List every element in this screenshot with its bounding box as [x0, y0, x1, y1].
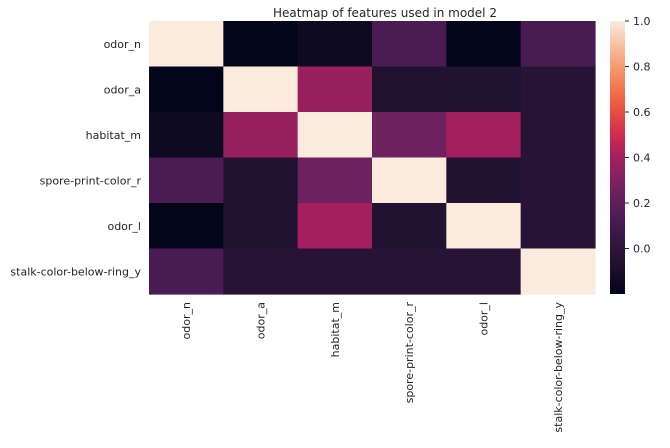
heatmap-cell: [297, 248, 373, 295]
column-label: spore-print-color_r: [403, 302, 416, 404]
heatmap-cell: [149, 21, 224, 68]
row-label: habitat_m: [86, 129, 141, 142]
heatmap-cell: [149, 248, 224, 295]
heatmap-cell: [520, 66, 596, 113]
heatmap-cell: [520, 157, 596, 204]
column-label: habitat_m: [329, 302, 342, 357]
row-label: spore-print-color_r: [40, 174, 142, 187]
row-labels: odor_n odor_a habitat_m spore-print-color_r…: [10, 38, 141, 279]
heatmap-cell: [371, 248, 447, 295]
heatmap-cell: [223, 21, 299, 68]
heatmap-cell: [149, 112, 224, 159]
colorbar-ticks: 1.0 0.8 0.6 0.4 0.2 0.0: [625, 15, 651, 256]
heatmap-cell: [371, 157, 447, 204]
heatmap-cell: [223, 203, 299, 250]
column-label: odor_l: [477, 302, 490, 336]
heatmap-cell: [520, 248, 596, 295]
colorbar-tick-label: 0.6: [633, 106, 651, 119]
colorbar: [610, 21, 625, 294]
heatmap-cell: [446, 248, 522, 295]
column-labels: odor_n odor_a habitat_m spore-print-color_r…: [180, 302, 565, 433]
heatmap-cell: [446, 66, 522, 113]
heatmap-cell: [371, 66, 447, 113]
heatmap-cell: [297, 203, 373, 250]
row-label: stalk-color-below-ring_y: [10, 265, 141, 278]
column-label: stalk-color-below-ring_y: [552, 302, 565, 433]
heatmap-cell: [297, 66, 373, 113]
heatmap-cell: [297, 157, 373, 204]
heatmap-cell: [223, 66, 299, 113]
heatmap-cell: [446, 112, 522, 159]
heatmap-cell: [371, 21, 447, 68]
chart-title: Heatmap of features used in model 2: [273, 6, 497, 20]
heatmap-cell: [371, 203, 447, 250]
heatmap-cell: [149, 157, 224, 204]
heatmap-cell: [371, 112, 447, 159]
colorbar-tick-label: 0.2: [633, 197, 651, 210]
heatmap-cell: [297, 112, 373, 159]
heatmap-cell: [520, 203, 596, 250]
heatmap-cell: [520, 112, 596, 159]
column-label: odor_a: [255, 302, 268, 339]
heatmap-cell: [149, 203, 224, 250]
colorbar-tick-label: 0.4: [633, 152, 651, 165]
colorbar-tick-label: 0.8: [633, 61, 651, 74]
colorbar-tick-label: 1.0: [633, 15, 651, 28]
heatmap-cell: [297, 21, 373, 68]
colorbar-tick-label: 0.0: [633, 243, 651, 256]
row-label: odor_l: [107, 220, 141, 233]
row-label: odor_a: [104, 83, 141, 96]
heatmap-cell: [446, 157, 522, 204]
row-label: odor_n: [104, 38, 141, 51]
heatmap-cell: [223, 112, 299, 159]
column-label: odor_n: [180, 302, 193, 339]
heatmap-cell: [223, 157, 299, 204]
heatmap-cells: [149, 21, 596, 295]
heatmap-cell: [446, 203, 522, 250]
heatmap-cell: [446, 21, 522, 68]
heatmap-cell: [520, 21, 596, 68]
heatmap-cell: [223, 248, 299, 295]
heatmap-cell: [149, 66, 224, 113]
